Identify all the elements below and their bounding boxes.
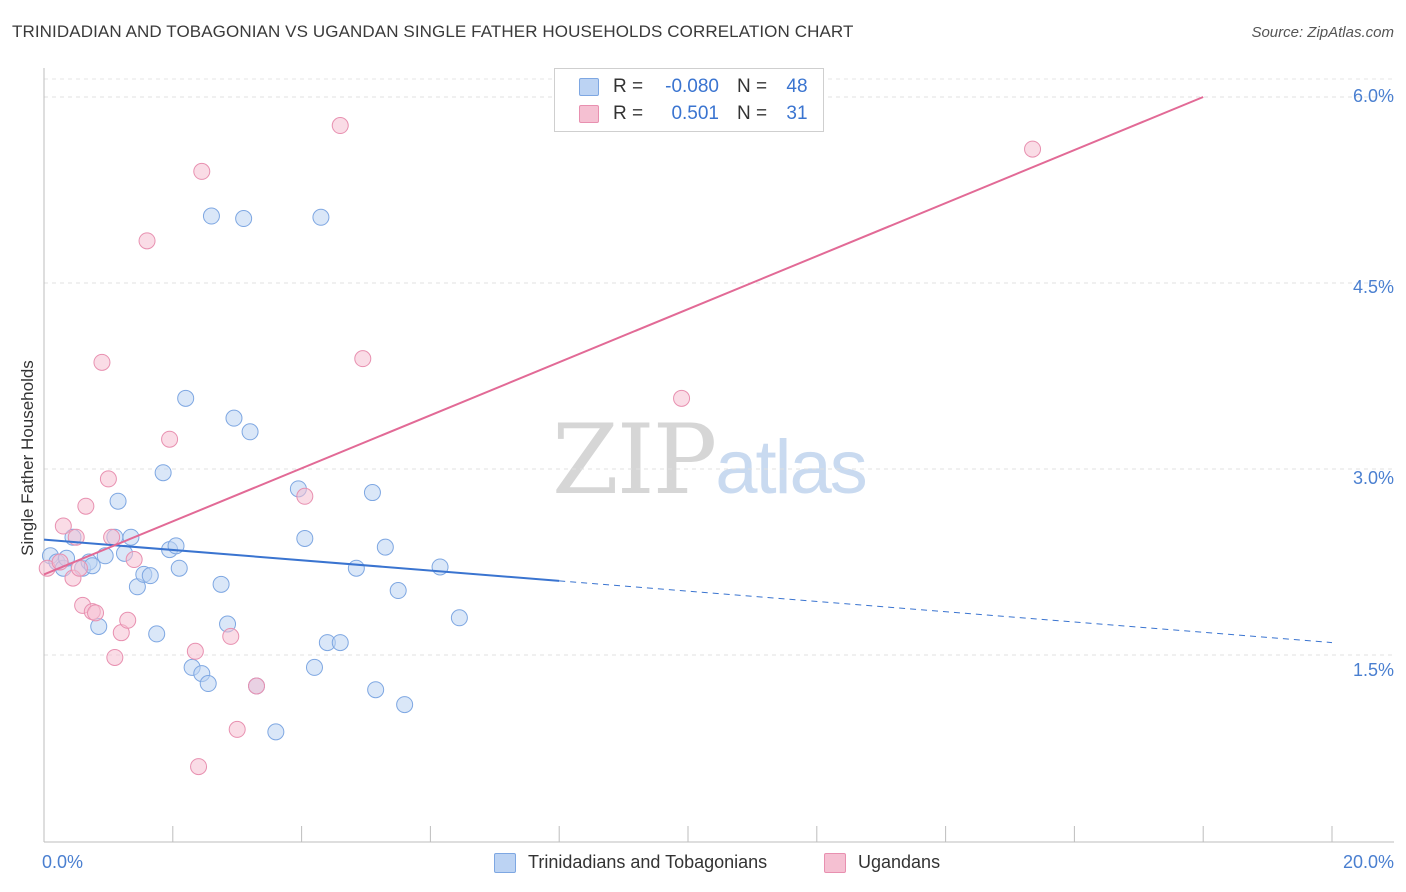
data-point-trinidadian [235,210,253,228]
bottom-legend-swatch-blue [494,852,516,873]
data-point-ugandan [54,517,72,535]
data-point-ugandan [354,350,372,368]
legend-row-trinidadian: R = -0.080 N = 48 [555,73,815,101]
legend-r-label: R = [613,103,644,124]
watermark: ZIPatlas [552,404,868,516]
data-point-trinidadian [225,409,243,427]
data-point-trinidadian [148,625,166,643]
data-point-ugandan [190,758,208,776]
data-point-trinidadian [141,567,159,585]
y-axis-label: Single Father Households [18,360,37,556]
data-point-trinidadian [199,675,217,693]
data-point-trinidadian [177,389,195,407]
x-tick-label-min: 0.0% [42,852,84,872]
data-point-trinidadian [396,696,414,714]
data-point-ugandan [248,677,266,695]
trend-line-trinidadian [43,538,560,582]
bottom-legend-swatch-pink [824,852,846,873]
data-point-trinidadian [241,423,259,441]
bottom-legend-trinidadian: Trinidadians and Tobagonians [494,852,767,873]
data-point-ugandan [103,528,121,546]
data-point-ugandan [331,117,349,135]
data-point-ugandan [1024,140,1042,158]
correlation-legend: R = -0.080 N = 48 R = 0.501 N = 31 [554,68,824,132]
legend-n-label: N = [737,103,768,124]
data-point-ugandan [87,604,105,622]
data-point-trinidadian [109,492,127,510]
data-point-trinidadian [367,681,385,699]
data-point-trinidadian [267,723,285,741]
legend-r-value: -0.080 [665,76,719,97]
y-tick-label-1-5: 1.5% [1352,660,1394,680]
data-point-ugandan [99,470,117,488]
data-point-trinidadian [212,575,230,593]
trend-line-trinidadian-projection [559,580,1333,644]
bottom-legend-ugandan: Ugandans [824,852,940,873]
data-point-ugandan [228,720,246,738]
legend-swatch-blue [579,78,599,96]
trend-line-ugandan [43,96,1204,576]
data-point-ugandan [77,497,95,515]
legend-n-value: 31 [786,103,808,124]
watermark-zip: ZIP [552,404,717,516]
data-point-ugandan [125,551,143,569]
data-point-ugandan [106,648,124,666]
bottom-legend-label: Ugandans [858,852,941,872]
bottom-legend-label: Trinidadians and Tobagonians [528,852,768,872]
data-point-trinidadian [363,484,381,502]
legend-row-ugandan: R = 0.501 N = 31 [555,100,815,128]
data-point-trinidadian [376,538,394,556]
data-point-trinidadian [347,559,365,577]
data-point-trinidadian [450,609,468,627]
data-point-trinidadian [170,559,188,577]
data-point-ugandan [673,389,691,407]
legend-swatch-pink [579,105,599,123]
data-point-ugandan [296,487,314,505]
chart-title: TRINIDADIAN AND TOBAGONIAN VS UGANDAN SI… [12,22,854,41]
watermark-atlas: atlas [715,425,868,510]
data-point-ugandan [119,611,137,629]
data-point-trinidadian [312,208,330,226]
data-point-ugandan [161,430,179,448]
data-point-ugandan [93,353,111,371]
data-point-ugandan [222,627,240,645]
x-tick-label-max: 20.0% [1342,852,1394,872]
y-tick-label-4-5: 4.5% [1352,277,1394,297]
data-point-trinidadian [389,582,407,600]
data-point-trinidadian [202,207,220,225]
legend-n-label: N = [737,76,768,97]
y-tick-label-6: 6.0% [1352,86,1394,106]
data-point-ugandan [138,232,156,250]
legend-n-value: 48 [786,76,808,97]
legend-r-value: 0.501 [671,103,719,124]
data-point-trinidadian [154,464,172,482]
data-point-trinidadian [331,634,349,652]
y-tick-label-3: 3.0% [1352,468,1394,488]
legend-r-label: R = [613,76,644,97]
data-point-trinidadian [305,658,323,676]
source-label: Source: ZipAtlas.com [1251,24,1394,41]
data-point-ugandan [193,162,211,180]
data-point-ugandan [186,642,204,660]
data-point-trinidadian [296,529,314,547]
